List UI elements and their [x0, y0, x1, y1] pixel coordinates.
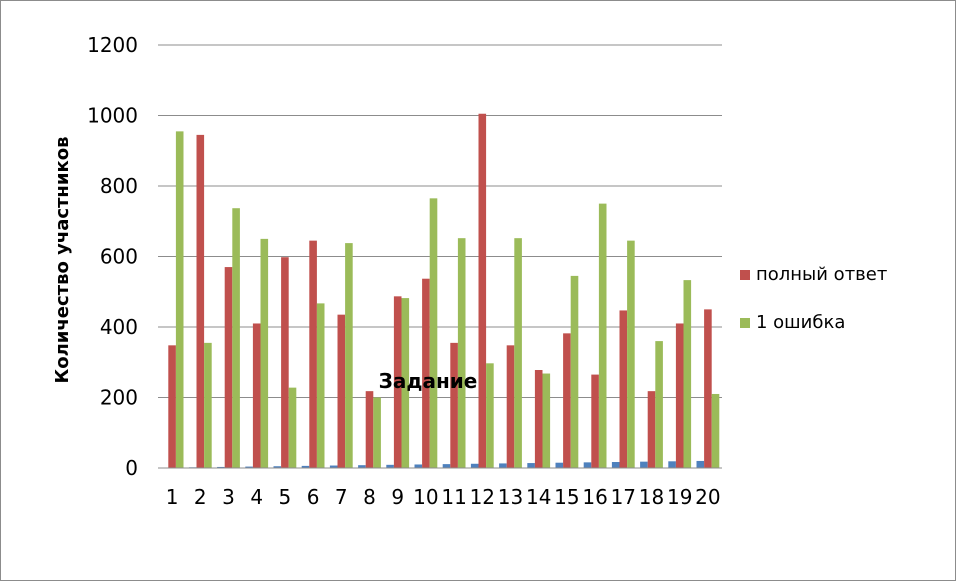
- y-tick-label: 200: [100, 386, 138, 410]
- x-tick-label: 8: [363, 485, 376, 509]
- bar-series2-item-8: [366, 391, 374, 468]
- x-tick-label: 5: [279, 485, 292, 509]
- bar-series3-item-19: [684, 280, 692, 468]
- x-tick-label: 18: [639, 485, 664, 509]
- bar-series1-item-15: [556, 463, 564, 468]
- y-tick-label: 400: [100, 315, 138, 339]
- bar-series2-item-7: [338, 315, 346, 468]
- bar-series3-item-6: [317, 303, 325, 468]
- bar-series2-item-1: [168, 345, 176, 468]
- x-tick-label: 17: [611, 485, 636, 509]
- bar-series3-item-16: [599, 204, 607, 468]
- bar-series2-item-13: [507, 345, 515, 468]
- bar-series1-item-17: [612, 462, 620, 468]
- legend-swatch-2: [740, 318, 750, 328]
- bar-series3-item-7: [345, 243, 353, 468]
- legend-swatch-1: [740, 270, 750, 280]
- bar-series1-item-19: [668, 461, 676, 468]
- x-tick-label: 2: [194, 485, 207, 509]
- bar-series3-item-10: [430, 198, 438, 468]
- bar-series3-item-15: [571, 276, 579, 468]
- x-tick-label: 6: [307, 485, 320, 509]
- bar-series3-item-2: [204, 343, 212, 468]
- bar-series3-item-1: [176, 131, 184, 468]
- x-tick-label: 12: [470, 485, 495, 509]
- bar-series2-item-6: [309, 241, 317, 468]
- bar-series2-item-19: [676, 323, 684, 468]
- bar-series3-item-5: [289, 388, 297, 468]
- bar-series1-item-11: [443, 464, 451, 468]
- bar-series3-item-18: [655, 341, 663, 468]
- bar-series3-item-3: [232, 208, 240, 468]
- bar-series2-item-16: [591, 375, 599, 468]
- x-tick-label: 19: [667, 485, 692, 509]
- x-axis-title: Задание: [379, 369, 478, 393]
- bar-series2-item-2: [197, 135, 205, 468]
- bar-series2-item-11: [450, 343, 458, 468]
- x-tick-label: 15: [554, 485, 579, 509]
- bar-series1-item-13: [499, 463, 507, 468]
- bar-series2-item-12: [479, 114, 487, 468]
- bar-series1-item-10: [415, 464, 423, 468]
- y-tick-label: 1200: [87, 33, 138, 57]
- bar-series3-item-14: [543, 374, 551, 468]
- x-tick-label: 1: [166, 485, 179, 509]
- y-tick-label: 600: [100, 245, 138, 269]
- y-tick-label: 1000: [87, 104, 138, 128]
- legend-label-2: 1 ошибка: [756, 312, 845, 333]
- bar-series2-item-14: [535, 370, 543, 468]
- bar-series2-item-15: [563, 333, 571, 468]
- bar-series1-item-16: [584, 462, 592, 468]
- bar-series1-item-14: [527, 463, 535, 468]
- bar-series1-item-18: [640, 462, 648, 468]
- bar-series3-item-4: [261, 239, 269, 468]
- y-tick-label: 800: [100, 174, 138, 198]
- x-tick-label: 9: [391, 485, 404, 509]
- x-tick-label: 11: [441, 485, 466, 509]
- x-tick-label: 13: [498, 485, 523, 509]
- x-tick-label: 14: [526, 485, 551, 509]
- x-tick-label: 10: [413, 485, 438, 509]
- bar-series3-item-11: [458, 238, 466, 468]
- x-tick-label: 16: [582, 485, 607, 509]
- bar-series1-item-12: [471, 464, 479, 468]
- x-tick-label: 7: [335, 485, 348, 509]
- y-tick-label: 0: [125, 456, 138, 480]
- legend-label-1: полный ответ: [756, 264, 887, 285]
- bar-series3-item-17: [627, 241, 635, 468]
- bar-series2-item-18: [648, 391, 656, 468]
- bar-series3-item-13: [514, 238, 522, 468]
- bar-series2-item-3: [225, 267, 233, 468]
- bar-series3-item-12: [486, 363, 494, 468]
- bar-series3-item-8: [373, 398, 381, 469]
- bar-series2-item-4: [253, 323, 261, 468]
- x-tick-label: 20: [695, 485, 720, 509]
- bar-series3-item-20: [712, 394, 720, 468]
- bar-series2-item-20: [704, 309, 712, 468]
- bar-series1-item-20: [697, 461, 705, 468]
- bar-series2-item-5: [281, 257, 289, 468]
- x-tick-label: 4: [250, 485, 263, 509]
- bar-series2-item-17: [620, 310, 628, 468]
- y-axis-title: Количество участников: [52, 137, 73, 384]
- x-tick-label: 3: [222, 485, 235, 509]
